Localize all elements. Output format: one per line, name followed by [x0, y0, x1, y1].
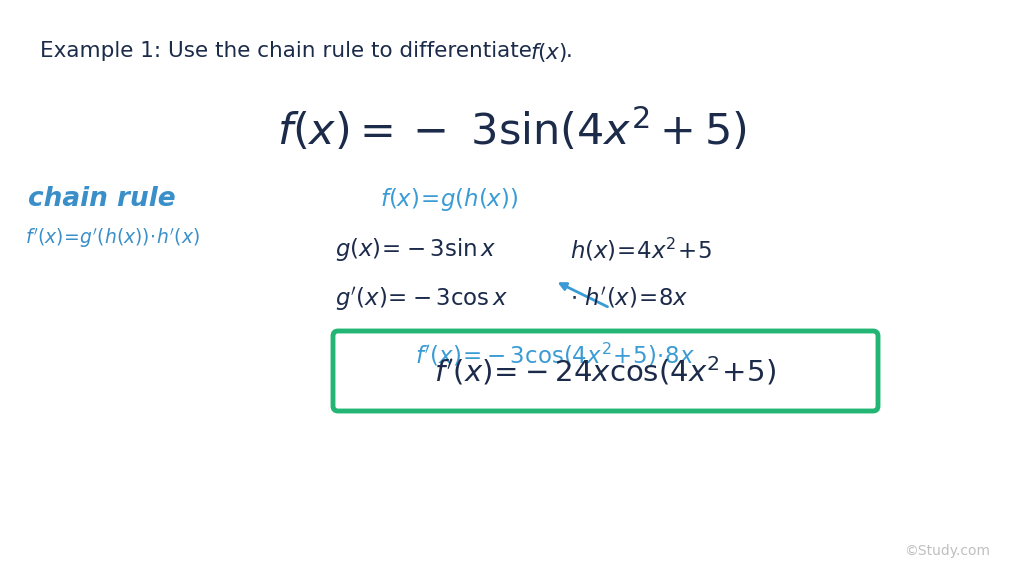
Text: chain rule: chain rule: [28, 186, 176, 212]
Text: $g'(x)\!=\!-3\cos x$: $g'(x)\!=\!-3\cos x$: [335, 286, 508, 314]
Text: .: .: [566, 41, 572, 61]
Text: Example 1: Use the chain rule to differentiate: Example 1: Use the chain rule to differe…: [40, 41, 539, 61]
Text: $h(x)\!=\!4x^2\!+\!5$: $h(x)\!=\!4x^2\!+\!5$: [570, 236, 712, 263]
Text: $f'(x)\!=\!g'(h(x))\!\cdot\! h'(x)$: $f'(x)\!=\!g'(h(x))\!\cdot\! h'(x)$: [25, 226, 200, 250]
Text: $f(x)\!=\!g(h(x))$: $f(x)\!=\!g(h(x))$: [380, 186, 518, 213]
Text: ©Study.com: ©Study.com: [904, 544, 990, 558]
Text: $\cdot\ h'(x)\!=\!8x$: $\cdot\ h'(x)\!=\!8x$: [570, 286, 688, 311]
FancyBboxPatch shape: [333, 331, 878, 411]
Text: $f'(x)\!=\!-24x\cos(4x^2\!+\!5)$: $f'(x)\!=\!-24x\cos(4x^2\!+\!5)$: [434, 355, 776, 388]
Text: $f(x)$: $f(x)$: [530, 41, 567, 64]
Text: $f'(x)\!=\!-3\cos(4x^2\!+\!5)\!\cdot\!8x$: $f'(x)\!=\!-3\cos(4x^2\!+\!5)\!\cdot\!8x…: [415, 341, 695, 368]
Text: $g(x)\!=\!-3\sin x$: $g(x)\!=\!-3\sin x$: [335, 236, 497, 263]
Text: $f(x) = -\ 3\sin\!\left(4x^2+5\right)$: $f(x) = -\ 3\sin\!\left(4x^2+5\right)$: [278, 106, 746, 153]
